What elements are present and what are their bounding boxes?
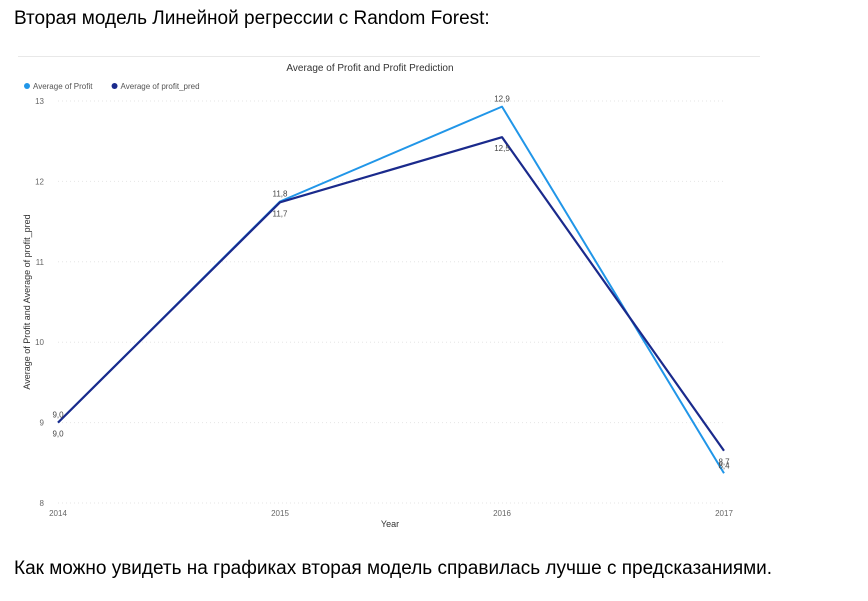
y-tick-label-4: 12	[35, 177, 44, 186]
x-tick-label-2: 2016	[493, 509, 511, 518]
x-tick-label-3: 2017	[715, 509, 733, 518]
series-lines	[57, 105, 725, 474]
x-axis-ticks: 2014 2015 2016 2017	[49, 509, 733, 518]
data-label-s1-1: 11,7	[273, 209, 289, 218]
data-label-s0-3: 8,4	[718, 461, 730, 470]
data-label-s0-0: 9,0	[52, 411, 64, 420]
data-labels: 9,0 11,8 12,9 8,4 9,0 11,7 12,5 8,7	[52, 95, 730, 471]
data-label-s0-1: 11,8	[273, 190, 289, 199]
chart-container: Average of Profit and Profit Prediction …	[18, 56, 760, 527]
conclusion-text: Как можно увидеть на графиках вторая мод…	[14, 558, 773, 579]
line-chart: Average of Profit and Profit Prediction …	[22, 63, 733, 527]
x-axis-label: Year	[381, 519, 399, 527]
data-label-s1-2: 12,5	[494, 144, 510, 153]
legend-marker-0	[24, 83, 30, 89]
data-label-s1-0: 9,0	[52, 430, 64, 439]
y-tick-label-1: 9	[40, 419, 45, 428]
y-tick-label-0: 8	[40, 499, 45, 508]
y-tick-label-5: 13	[35, 97, 44, 106]
x-tick-label-0: 2014	[49, 509, 67, 518]
data-label-s1-3: 8,7	[718, 458, 730, 467]
page-heading: Вторая модель Линейной регрессии с Rando…	[14, 8, 490, 29]
y-axis-ticks: 8 9 10 11 12 13	[35, 97, 44, 508]
series-line-0	[57, 105, 725, 474]
legend-label-0: Average of Profit	[33, 82, 93, 91]
legend-marker-1	[111, 83, 118, 89]
chart-grid	[58, 100, 724, 504]
data-label-s0-2: 12,9	[494, 95, 510, 104]
x-tick-label-1: 2015	[271, 509, 289, 518]
chart-title: Average of Profit and Profit Prediction	[286, 63, 453, 74]
series-line-1	[57, 136, 725, 452]
chart-legend: Average of Profit Average of profit_pred	[24, 82, 200, 91]
y-tick-label-2: 10	[35, 338, 44, 347]
y-tick-label-3: 11	[36, 258, 45, 267]
legend-label-1: Average of profit_pred	[121, 82, 200, 91]
y-axis-label: Average of Profit and Average of profit_…	[22, 214, 32, 389]
